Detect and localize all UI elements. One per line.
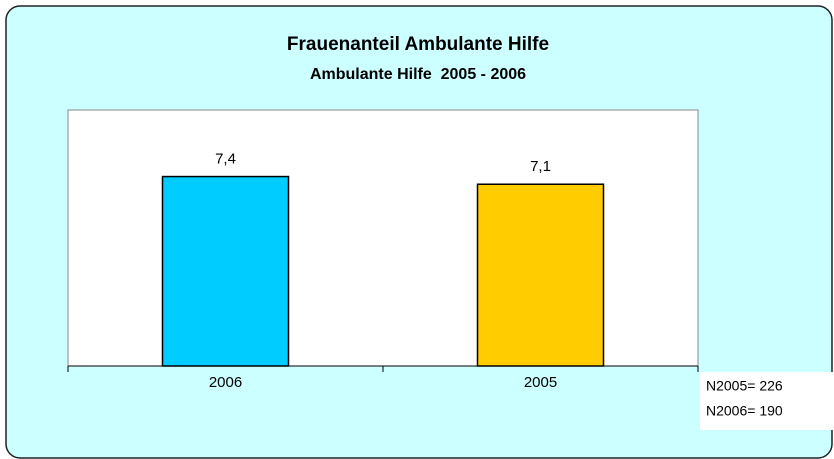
- value-label: 7,4: [215, 151, 236, 168]
- annotation: N2006= 190: [706, 403, 783, 419]
- chart-subtitle: Ambulante Hilfe 2005 - 2006: [310, 66, 526, 83]
- x-tick-label: 2006: [209, 374, 242, 391]
- value-label: 7,1: [530, 158, 551, 175]
- x-tick-label: 2005: [524, 374, 557, 391]
- annotation: N2005= 226: [706, 378, 783, 394]
- bar: [161, 175, 290, 367]
- chart-title: Frauenanteil Ambulante Hilfe: [287, 34, 549, 55]
- note-box: [700, 372, 834, 430]
- bar: [476, 183, 605, 367]
